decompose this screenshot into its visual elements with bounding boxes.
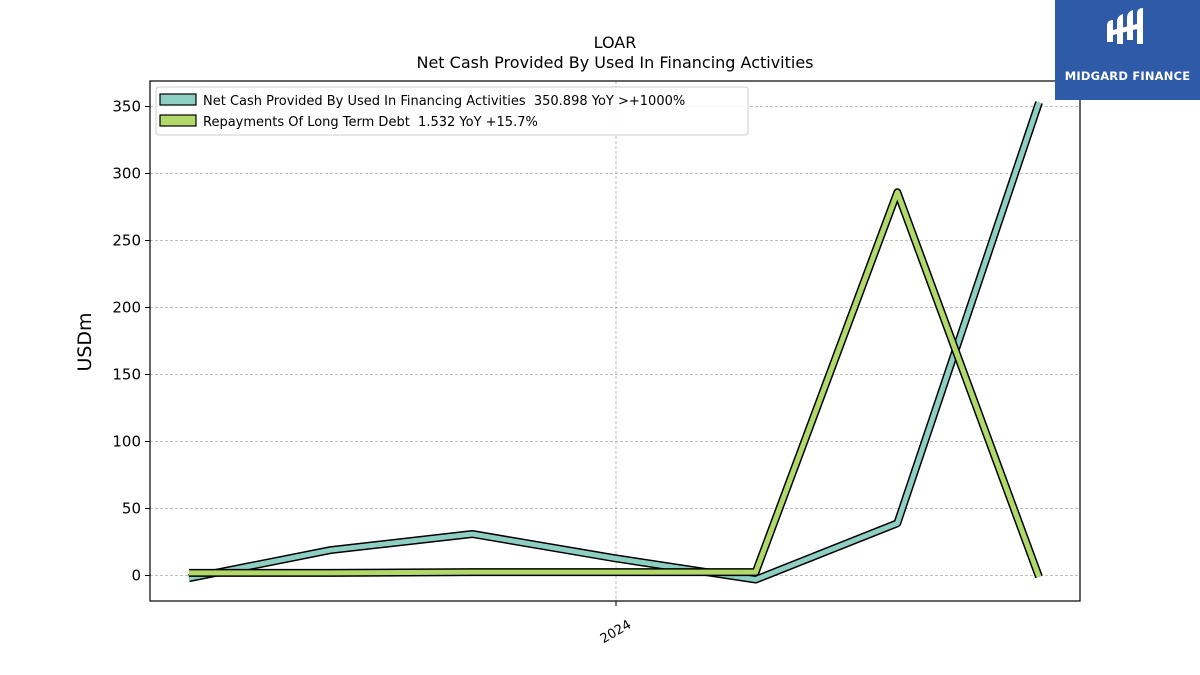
chart-title: LOAR (594, 33, 637, 52)
y-tick-label: 100 (112, 433, 141, 451)
grid (150, 81, 1080, 601)
y-tick-label: 300 (112, 164, 141, 182)
y-axis-label: USDm (74, 312, 96, 371)
x-tick-label: 2024 (598, 617, 634, 647)
logo-text: MIDGARD FINANCE (1064, 69, 1191, 83)
series-outline-repayments (189, 188, 1043, 579)
brand-logo: MIDGARD FINANCE (1055, 0, 1200, 100)
legend: Net Cash Provided By Used In Financing A… (155, 86, 749, 136)
y-tick-label: 250 (112, 231, 141, 249)
logo-mark-icon (1107, 8, 1143, 44)
series-line-repayments (189, 189, 1042, 578)
x-axis: 2024 (598, 601, 634, 647)
chart-subtitle: Net Cash Provided By Used In Financing A… (416, 53, 813, 72)
y-tick-label: 350 (112, 97, 141, 115)
series-group (188, 101, 1043, 584)
y-axis: 0 50 100 150 200 250 300 350 (112, 97, 150, 585)
y-tick-label: 200 (112, 298, 141, 316)
legend-label-net-cash: Net Cash Provided By Used In Financing A… (203, 94, 685, 109)
plot-frame (149, 80, 1081, 602)
y-tick-label: 0 (131, 567, 141, 585)
legend-swatch-net-cash (159, 93, 197, 106)
legend-box (155, 86, 749, 136)
series-outline-net-cash (188, 101, 1043, 584)
series-line-net-cash (188, 101, 1042, 583)
legend-swatch-repayments (159, 114, 197, 127)
y-tick-label: 150 (112, 366, 141, 384)
y-tick-label: 50 (122, 500, 141, 518)
legend-label-repayments: Repayments Of Long Term Debt 1.532 YoY +… (203, 115, 538, 130)
